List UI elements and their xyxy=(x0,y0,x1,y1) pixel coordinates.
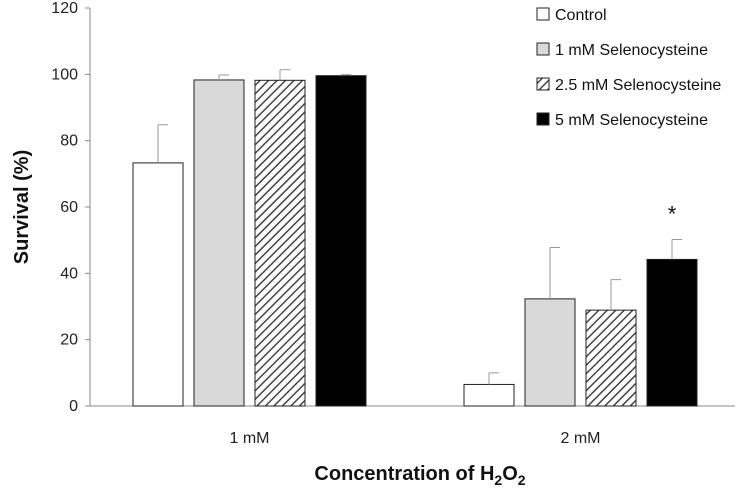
bar xyxy=(646,258,698,407)
x-axis-title-sub1: 2 xyxy=(494,472,502,488)
y-tick-label: 60 xyxy=(60,199,78,216)
bar xyxy=(585,309,637,407)
legend-label: 2.5 mM Selenocysteine xyxy=(555,77,721,94)
bar xyxy=(193,79,245,407)
x-axis-title: Concentration of H2O2 xyxy=(314,463,525,488)
legend-label: 5 mM Selenocysteine xyxy=(555,112,708,129)
y-tick-label: 0 xyxy=(69,398,78,415)
bar xyxy=(132,162,184,407)
x-axis-ticks: 1 mM 2 mM xyxy=(230,430,601,447)
x-tick-label: 2 mM xyxy=(561,430,601,447)
legend-swatch xyxy=(536,7,550,21)
legend-swatch xyxy=(536,112,550,126)
legend-swatch xyxy=(536,77,550,91)
bars xyxy=(132,75,698,407)
legend-label: Control xyxy=(555,7,607,24)
y-tick-label: 100 xyxy=(51,66,78,83)
legend-swatch xyxy=(536,42,550,56)
y-tick-label: 80 xyxy=(60,133,78,150)
bar xyxy=(254,79,306,407)
error-bars xyxy=(157,69,682,385)
annotations: * xyxy=(668,202,677,227)
x-axis-title-sub2: 2 xyxy=(518,472,526,488)
bar xyxy=(524,298,576,407)
x-tick-label: 1 mM xyxy=(230,430,270,447)
x-axis-title-prefix: Concentration of H xyxy=(314,463,494,485)
y-tick-label: 20 xyxy=(60,332,78,349)
bar xyxy=(315,75,367,407)
legend-label: 1 mM Selenocysteine xyxy=(555,42,708,59)
y-tick-label: 120 xyxy=(51,0,78,17)
y-tick-label: 40 xyxy=(60,265,78,282)
x-axis-title-mid: O xyxy=(502,463,518,485)
significance-marker: * xyxy=(668,202,677,227)
y-axis-title: Survival (%) xyxy=(11,150,33,264)
legend: Control 1 mM Selenocysteine 2.5 mM Selenoc… xyxy=(536,7,721,129)
bar xyxy=(463,383,515,407)
y-axis-ticks: 0 20 40 60 80 100 120 xyxy=(51,0,90,415)
